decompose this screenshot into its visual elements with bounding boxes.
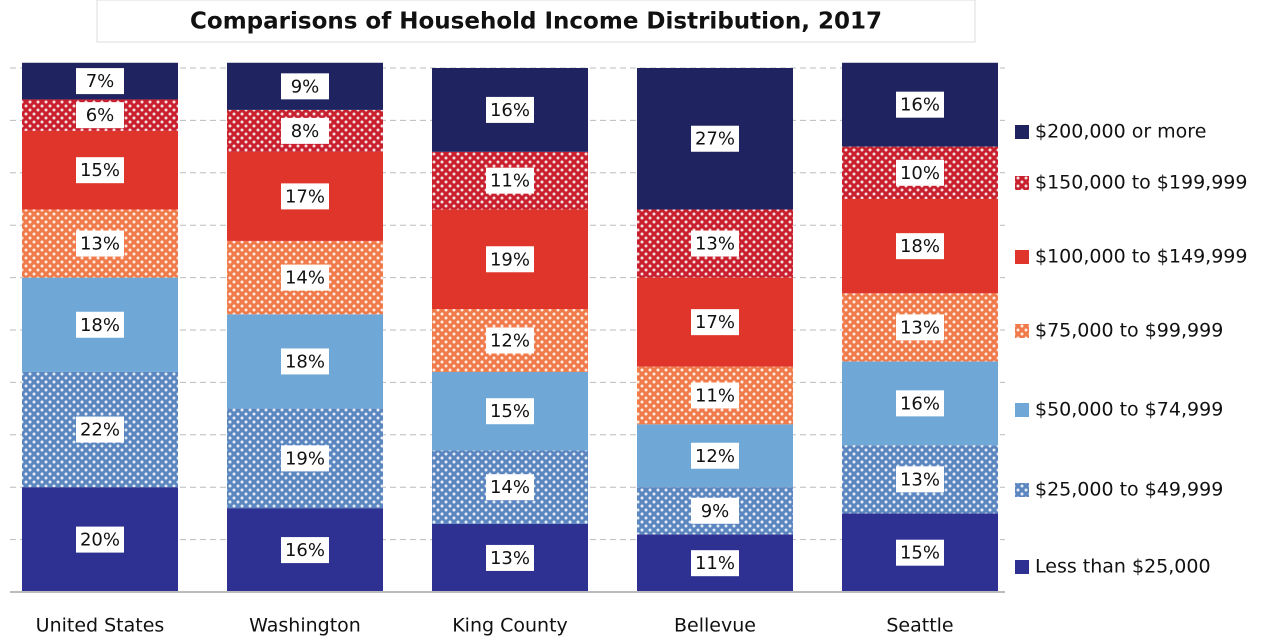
- label-box: [76, 230, 124, 257]
- label-box: [281, 348, 329, 375]
- data-label: 8%: [291, 121, 320, 142]
- legend-label: $100,000 to $149,999: [1035, 246, 1247, 268]
- label-box: [486, 398, 534, 425]
- chart-title: Comparisons of Household Income Distribu…: [190, 9, 882, 35]
- legend-label: $25,000 to $49,999: [1035, 479, 1223, 501]
- data-label: 15%: [900, 543, 940, 564]
- label-box: [896, 539, 944, 566]
- legend-swatch: [1015, 125, 1029, 139]
- data-label: 18%: [900, 236, 940, 257]
- label-box: [76, 416, 124, 443]
- data-label: 19%: [490, 249, 530, 270]
- label-box: [896, 390, 944, 417]
- data-label: 9%: [701, 501, 730, 522]
- label-box: [896, 159, 944, 186]
- data-label: 7%: [86, 71, 115, 92]
- data-label: 10%: [900, 163, 940, 184]
- label-box: [691, 230, 739, 257]
- x-tick-label: Washington: [249, 615, 361, 637]
- legend-swatch: [1015, 324, 1029, 338]
- legend-swatch: [1015, 560, 1029, 574]
- label-box: [281, 264, 329, 291]
- label-box: [281, 73, 329, 100]
- data-label: 17%: [695, 312, 735, 333]
- label-box: [486, 327, 534, 354]
- label-box: [691, 550, 739, 577]
- data-label: 17%: [285, 186, 325, 207]
- data-label: 16%: [900, 95, 940, 116]
- data-label: 19%: [285, 448, 325, 469]
- data-label: 13%: [900, 469, 940, 490]
- data-label: 13%: [695, 234, 735, 255]
- data-label: 13%: [490, 548, 530, 569]
- x-tick-label: Seattle: [886, 615, 953, 637]
- data-label: 11%: [695, 553, 735, 574]
- label-box: [76, 526, 124, 553]
- label-box: [281, 183, 329, 210]
- data-label: 11%: [695, 386, 735, 407]
- legend-label: $75,000 to $99,999: [1035, 320, 1223, 342]
- data-label: 16%: [285, 540, 325, 561]
- x-tick-label: Bellevue: [674, 615, 756, 637]
- data-label: 15%: [80, 160, 120, 181]
- data-label: 12%: [695, 446, 735, 467]
- label-box: [76, 311, 124, 338]
- data-label: 20%: [80, 530, 120, 551]
- data-label: 15%: [490, 401, 530, 422]
- label-box: [896, 466, 944, 493]
- label-box: [486, 96, 534, 123]
- label-box: [281, 537, 329, 564]
- data-label: 22%: [80, 420, 120, 441]
- label-box: [691, 382, 739, 409]
- label-box: [896, 314, 944, 341]
- label-box: [281, 117, 329, 144]
- data-label: 16%: [490, 100, 530, 121]
- legend-label: $200,000 or more: [1035, 121, 1206, 143]
- x-tick-label: King County: [452, 615, 568, 637]
- label-box: [486, 246, 534, 273]
- label-box: [486, 544, 534, 571]
- legend-swatch: [1015, 250, 1029, 264]
- data-label: 13%: [80, 234, 120, 255]
- label-box: [486, 474, 534, 501]
- title-box: [96, 0, 976, 43]
- data-label: 13%: [900, 317, 940, 338]
- data-label: 11%: [490, 171, 530, 192]
- label-box: [691, 309, 739, 336]
- label-box: [76, 102, 124, 129]
- data-label: 6%: [86, 105, 115, 126]
- data-label: 12%: [490, 330, 530, 351]
- data-label: 18%: [80, 315, 120, 336]
- label-box: [896, 233, 944, 260]
- label-box: [691, 125, 739, 152]
- label-box: [76, 157, 124, 184]
- data-label: 14%: [285, 268, 325, 289]
- data-label: 27%: [695, 129, 735, 150]
- x-tick-label: United States: [36, 615, 165, 637]
- label-box: [896, 91, 944, 118]
- label-box: [76, 68, 124, 95]
- data-label: 18%: [285, 351, 325, 372]
- legend-swatch: [1015, 176, 1029, 190]
- label-box: [281, 445, 329, 472]
- data-label: 16%: [900, 393, 940, 414]
- legend-label: Less than $25,000: [1035, 556, 1211, 578]
- label-box: [486, 167, 534, 194]
- legend-label: $150,000 to $199,999: [1035, 172, 1247, 194]
- legend-swatch: [1015, 483, 1029, 497]
- data-label: 9%: [291, 76, 320, 97]
- data-label: 14%: [490, 477, 530, 498]
- legend-label: $50,000 to $74,999: [1035, 399, 1223, 421]
- label-box: [691, 442, 739, 469]
- legend-swatch: [1015, 403, 1029, 417]
- label-box: [691, 497, 739, 524]
